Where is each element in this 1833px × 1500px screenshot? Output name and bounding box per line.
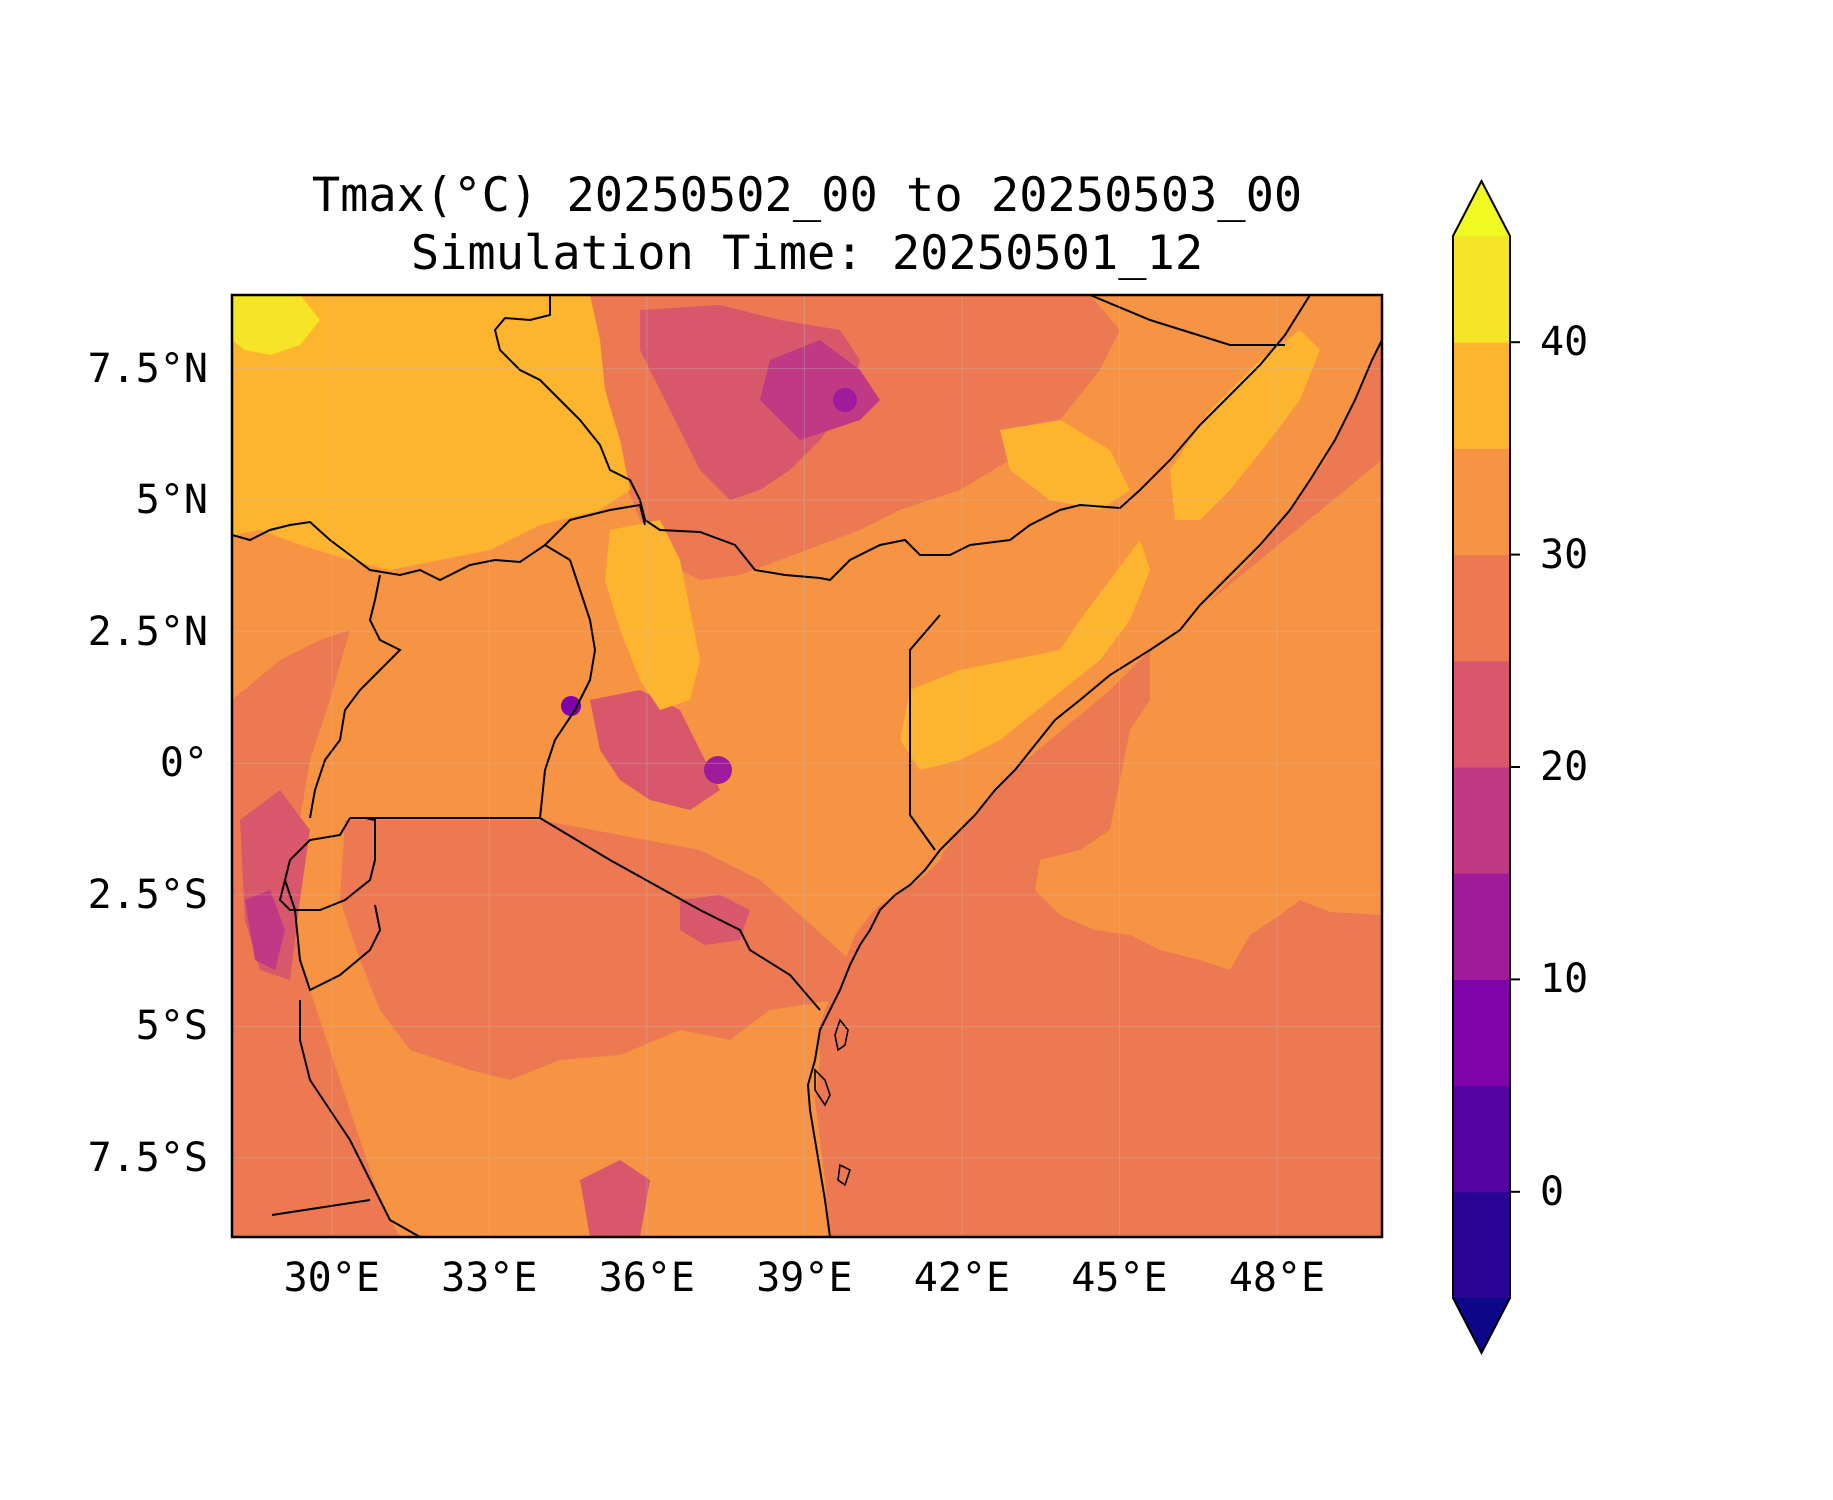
colorbar-segment [1453, 448, 1510, 556]
south-sudan-hot [232, 295, 630, 570]
coastline [806, 339, 1382, 1237]
map-plot-area [232, 295, 1382, 1237]
colorbar-segment [1453, 342, 1510, 449]
longitude-tick-label: 48°E [1228, 1255, 1326, 1301]
longitude-tick-label: 39°E [756, 1255, 853, 1301]
colorbar-min-arrow [1453, 1298, 1510, 1353]
highlands-peak [760, 340, 880, 440]
islands [814, 1018, 851, 1187]
colorbar-max-arrow [1453, 181, 1510, 236]
map-title-line1: Tmax(°C) 20250502_00 to 20250503_00 [311, 168, 1303, 223]
rift-valley-hot [605, 520, 700, 710]
colorbar-segment [1453, 1085, 1510, 1193]
border-tanzania-west [299, 1000, 421, 1237]
border-uganda-drc [309, 574, 402, 819]
graticule [232, 295, 1382, 1237]
elgon-cold-spot [561, 696, 581, 716]
western-rift-core [245, 890, 285, 970]
border-south-sudan-kenya [544, 503, 646, 546]
border-somaliland [1089, 295, 1285, 346]
colorbar-tick-label: 30 [1540, 531, 1589, 578]
country-borders [232, 295, 1382, 1237]
north-kenya-hot [900, 540, 1150, 770]
colorbar-segment [1453, 767, 1510, 874]
colorbar-segment [1453, 873, 1510, 980]
colorbar-segment [1453, 554, 1510, 662]
latitude-tick-label: 5°N [135, 477, 208, 524]
latitude-tick-label: 7.5°S [87, 1135, 208, 1182]
mafia-island [837, 1163, 851, 1187]
border-sudan-ethiopia [493, 295, 971, 582]
map-frame [230, 293, 1384, 1239]
colorbar-tick-label: 10 [1540, 956, 1589, 1003]
colorbar-segment [1453, 660, 1510, 768]
longitude-tick-label: 30°E [283, 1255, 380, 1301]
somalia-hot [1170, 330, 1320, 520]
border-kenya-tanzania [539, 817, 821, 1011]
pemba-island [834, 1018, 849, 1052]
border-kenya-somalia [909, 614, 941, 851]
longitude-tick-label: 45°E [1071, 1255, 1168, 1301]
latitude-tick-label: 7.5°N [87, 345, 208, 392]
longitude-tick-label: 33°E [441, 1255, 538, 1301]
colorbar-segment [1453, 979, 1510, 1087]
latitude-tick-label: 2.5°N [87, 608, 208, 655]
border-south-sudan-uganda [232, 520, 571, 582]
colorbar-tick-label: 0 [1540, 1168, 1565, 1215]
highlands-cold-spot [833, 388, 857, 412]
border-ethiopia-somalia [969, 295, 1311, 546]
longitude-tick-label: 36°E [598, 1255, 695, 1301]
longitude-tick-label: 42°E [913, 1255, 1011, 1301]
colorbar [1452, 178, 1520, 1356]
border-rwanda-burundi [278, 817, 382, 992]
colorbar-outline [1452, 178, 1511, 1356]
colorbar-tick-label: 40 [1540, 319, 1589, 366]
latitude-tick-label: 0° [159, 740, 208, 787]
kenya-highlands [590, 690, 720, 810]
mount-kenya-cold-spot [704, 756, 732, 784]
latitude-tick-label: 2.5°S [87, 871, 208, 918]
land-moderate-region [340, 820, 850, 1080]
colorbar-segment [1453, 1191, 1510, 1299]
latitude-tick-label: 5°S [135, 1003, 208, 1050]
colorbar-tick-label: 20 [1540, 744, 1589, 790]
north-west-hottest [232, 295, 320, 355]
land-moderate-region-west [232, 630, 400, 1237]
border-uganda-kenya [539, 559, 597, 819]
map-title-line2: Simulation Time: 20250501_12 [410, 226, 1204, 281]
zanzibar-island [814, 1068, 831, 1107]
ogaden-hot [1000, 420, 1130, 510]
southern-cool-patch [580, 1160, 650, 1237]
ocean-warm-patch [1035, 460, 1382, 970]
border-zambia [271, 1199, 371, 1216]
colorbar-segment [1453, 236, 1510, 343]
